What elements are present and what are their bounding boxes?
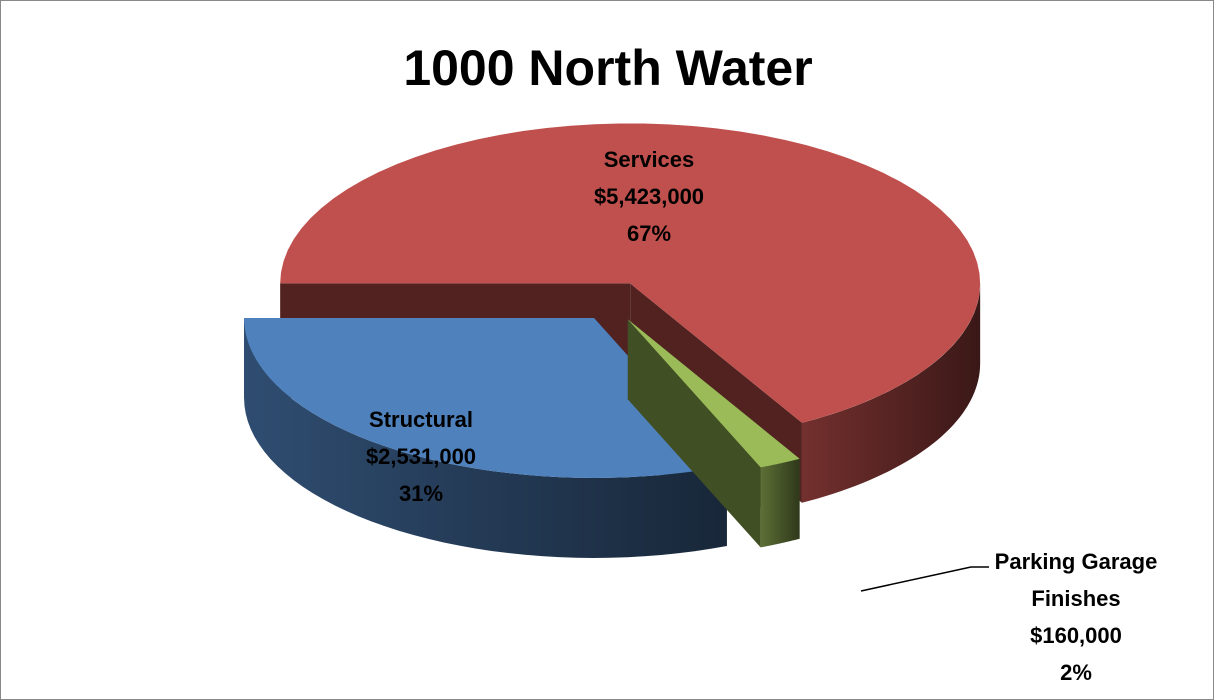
data-label: Parking Garage Finishes $160,000 2%	[966, 543, 1186, 691]
data-label-line: 67%	[626, 221, 672, 246]
data-label: Services $5,423,000 67%	[549, 141, 749, 252]
slice-top	[244, 317, 727, 478]
slice-side	[627, 319, 761, 548]
data-label-line: Parking Garage Finishes	[994, 549, 1158, 611]
data-label-line: $2,531,000	[365, 444, 477, 469]
slice-top	[627, 319, 800, 468]
data-label-line: $5,423,000	[593, 184, 705, 209]
leader-line	[860, 566, 972, 592]
slice	[244, 317, 727, 558]
data-label-line: 2%	[1060, 660, 1092, 685]
data-label-line: Structural	[369, 407, 473, 432]
chart-title: 1000 North Water	[403, 40, 813, 96]
data-label-line: $160,000	[1030, 623, 1122, 648]
slice-wall	[760, 458, 800, 548]
slice-wall	[244, 317, 727, 558]
slice-wall	[801, 283, 981, 503]
data-label: Structural $2,531,000 31%	[301, 401, 541, 512]
data-label-line: Services	[603, 147, 695, 172]
data-label-line: 31%	[398, 481, 444, 506]
slice	[627, 319, 800, 548]
slice-top	[280, 123, 981, 423]
